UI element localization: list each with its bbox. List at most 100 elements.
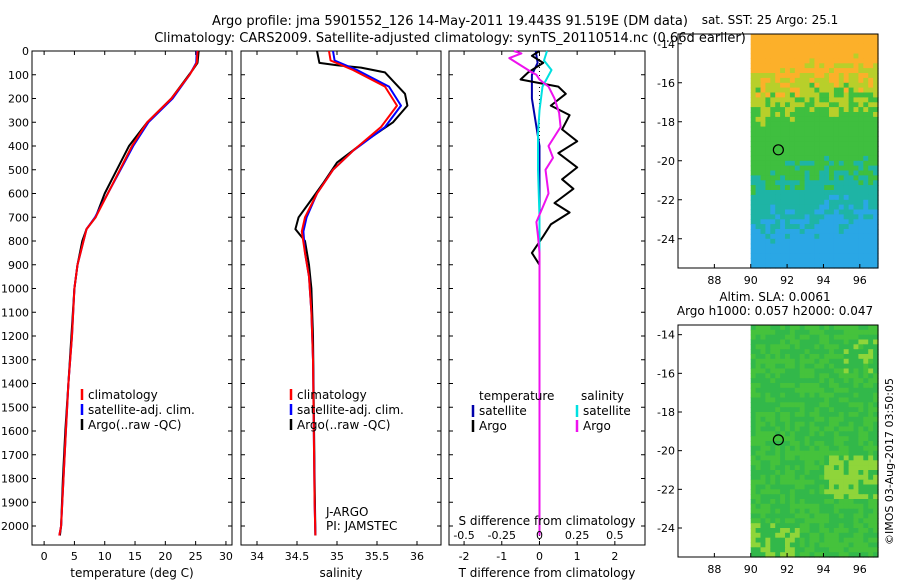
sla-map-cell <box>794 528 801 534</box>
sst-map-cell <box>829 233 835 240</box>
sla-map-cell <box>873 378 879 384</box>
sla-map-cell <box>833 354 840 360</box>
sst-map-cell <box>794 219 801 225</box>
sla-map-cell <box>785 363 791 370</box>
sst-map-cell <box>843 233 850 240</box>
sst-map-cell <box>863 263 869 269</box>
sla-map-cell <box>814 484 820 490</box>
sla-map-cell <box>819 450 825 457</box>
sst-map-cell <box>853 190 859 196</box>
sla-map-cell <box>853 431 859 437</box>
sst-map-cell <box>868 141 874 147</box>
sst-map-cell <box>799 219 806 225</box>
sst-map-cell <box>843 155 850 162</box>
sla-map-cell <box>848 436 855 442</box>
temperature-xtick-label: 0 <box>41 550 48 563</box>
sst-map-cell <box>809 165 815 172</box>
sla-map-cell <box>770 363 776 370</box>
sla-map-cell <box>770 479 776 486</box>
sst-map-xtick-label: 88 <box>707 274 721 287</box>
sst-map-cell <box>848 92 855 98</box>
sst-map-cell <box>789 77 796 84</box>
sst-map-cell <box>799 116 806 123</box>
sst-map-cell <box>809 34 815 40</box>
sla-map-cell <box>829 547 835 553</box>
sla-map-cell <box>780 528 786 534</box>
sst-map-cell <box>760 43 766 50</box>
temperature-legend-label: Argo(..raw -QC) <box>88 418 181 432</box>
sla-map-cell <box>858 392 864 399</box>
sla-map-cell <box>819 518 825 524</box>
sst-map-cell <box>804 243 811 250</box>
sla-map-cell <box>838 479 845 486</box>
sst-map-cell <box>853 185 859 191</box>
sst-map-cell <box>824 238 830 245</box>
depth-tick-label: 1600 <box>1 425 29 438</box>
sst-map-cell <box>794 229 801 235</box>
sla-map-cell <box>755 431 762 437</box>
sst-map-cell <box>819 155 825 162</box>
sst-map-cell <box>799 68 806 74</box>
sla-map-cell <box>814 325 820 331</box>
sla-map-cell <box>873 426 879 432</box>
sst-map-cell <box>848 185 855 191</box>
sla-map-cell <box>838 503 845 510</box>
sst-map-cell <box>770 116 776 123</box>
sla-map-cell <box>829 503 835 510</box>
sst-map-cell <box>829 248 835 254</box>
sst-map-cell <box>804 204 811 211</box>
sst-map-cell <box>755 116 762 123</box>
sst-map-cell <box>799 48 806 55</box>
sla-map-cell <box>853 528 859 534</box>
sla-map-cell <box>863 552 869 558</box>
sla-map-cell <box>799 479 806 486</box>
sla-map-cell <box>789 339 796 345</box>
sst-map-cell <box>794 243 801 250</box>
sst-map-cell <box>843 102 850 108</box>
sst-map-cell <box>848 151 855 157</box>
sla-map-cell <box>853 339 859 345</box>
sla-map-cell <box>804 508 811 515</box>
sst-map-cell <box>819 170 825 176</box>
sla-map-cell <box>809 445 815 452</box>
sla-map-cell <box>858 503 864 510</box>
sla-map-cell <box>770 416 776 423</box>
sla-map-cell <box>863 499 869 505</box>
sst-map-cell <box>750 263 757 269</box>
sla-map-cell <box>750 387 757 394</box>
sla-map-cell <box>775 465 781 471</box>
sst-map-cell <box>794 248 801 254</box>
sla-map-cell <box>843 426 850 432</box>
sst-map-cell <box>775 209 781 215</box>
sst-map-cell <box>848 180 855 186</box>
sst-map-cell <box>789 34 796 40</box>
sla-map-cell <box>789 383 796 389</box>
sla-map-cell <box>838 532 845 539</box>
sst-map-cell <box>819 214 825 220</box>
sst-map-cell <box>814 170 820 176</box>
sst-map-cell <box>863 180 869 186</box>
sla-map-cell <box>843 484 850 490</box>
sla-map-cell <box>833 542 840 548</box>
sla-map-cell <box>873 474 879 481</box>
sla-map-cell <box>775 474 781 481</box>
sla-map-cell <box>814 354 820 360</box>
sla-map-cell <box>873 373 879 379</box>
sla-map-cell <box>863 484 869 490</box>
sla-map-cell <box>863 474 869 481</box>
sla-map-cell <box>804 484 811 490</box>
sst-map-cell <box>833 209 840 215</box>
sst-map-cell <box>843 58 850 64</box>
sst-map-cell <box>809 63 815 69</box>
sla-map-cell <box>873 547 879 553</box>
depth-tick-label: 300 <box>8 116 29 129</box>
sla-map-cell <box>853 503 859 510</box>
sst-map-cell <box>824 136 830 142</box>
sst-map-cell <box>755 155 762 162</box>
sst-map-cell <box>755 73 762 79</box>
sla-map-cell <box>863 441 869 447</box>
sst-map-cell <box>765 151 771 157</box>
sst-map-cell <box>824 194 830 201</box>
sla-map-cell <box>780 339 786 345</box>
sst-map-cell <box>755 102 762 108</box>
